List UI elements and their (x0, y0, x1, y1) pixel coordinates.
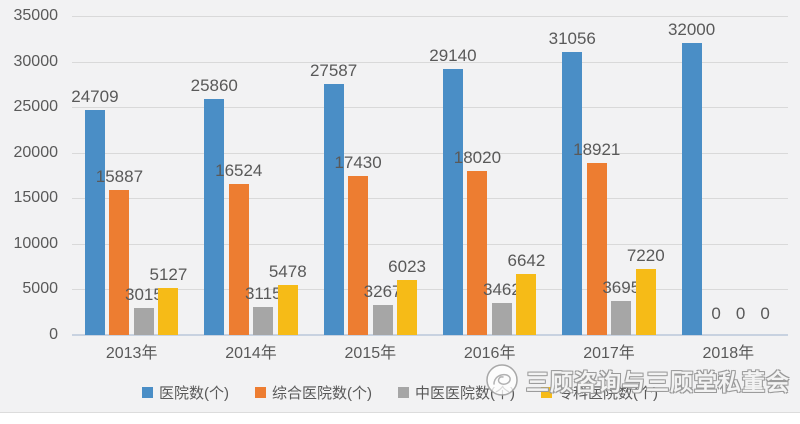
bar (491, 303, 512, 335)
bar-value-label: 27587 (309, 60, 358, 80)
bar-value-label: 3015 (124, 284, 163, 304)
bar-value-label: 3267 (363, 282, 402, 302)
bar-value-label: 6023 (388, 257, 426, 277)
legend-item: 专科医院数(个) (541, 382, 658, 403)
bar (109, 190, 130, 335)
bar (348, 176, 369, 335)
bar (397, 280, 418, 335)
bar-value-label: 16524 (215, 161, 263, 181)
x-category-label: 2016年 (463, 345, 516, 362)
bar (611, 301, 632, 335)
gridline (72, 61, 788, 63)
x-category-label: 2014年 (225, 345, 277, 362)
y-tick-label: 10000 (13, 234, 59, 252)
bar-value-label: 3115 (244, 283, 282, 303)
bar (516, 274, 537, 335)
bar-value-label: 0 (735, 304, 746, 323)
bar-value-label: 6642 (507, 251, 546, 271)
y-tick-label: 5000 (22, 280, 58, 298)
x-category-label: 2018年 (702, 345, 755, 362)
y-tick-label: 25000 (13, 98, 59, 116)
gridline (72, 243, 788, 245)
bar-value-label: 29140 (429, 46, 477, 66)
bar-value-label: 31056 (548, 28, 596, 48)
gridline (72, 152, 788, 154)
gridline (72, 16, 788, 17)
bar (467, 170, 488, 335)
bar (635, 269, 656, 335)
gridline (72, 107, 788, 109)
bar-value-label: 32000 (667, 20, 716, 40)
legend-label: 综合医院数(个) (272, 385, 372, 402)
y-tick-label: 35000 (13, 7, 59, 24)
bar-value-label: 3462 (482, 280, 521, 300)
y-tick-label: 20000 (13, 143, 59, 161)
bar (277, 285, 298, 335)
bar-value-label: 18921 (573, 139, 621, 159)
bar (253, 306, 274, 335)
y-tick-label: 30000 (13, 52, 59, 70)
y-tick-label: 15000 (13, 189, 59, 207)
watermark: 三顾咨询与三顾堂私董会 (484, 362, 790, 398)
legend-label: 专科医院数(个) (558, 385, 658, 402)
bar (442, 69, 463, 335)
bar-value-label: 3695 (602, 278, 641, 298)
bar-value-label: 17430 (334, 153, 382, 173)
x-category-label: 2013年 (105, 345, 158, 362)
x-axis-line (72, 334, 788, 336)
legend-swatch (541, 387, 552, 398)
legend-swatch (398, 387, 409, 398)
bar (133, 307, 154, 335)
watermark-text: 三顾咨询与三顾堂私董会 (526, 369, 790, 395)
bar-value-label: 5478 (268, 262, 307, 282)
legend-label: 医院数(个) (159, 385, 229, 402)
bar-value-label: 15887 (95, 167, 144, 187)
legend-item: 综合医院数(个) (255, 382, 372, 403)
bar (228, 184, 249, 335)
bar (158, 288, 179, 335)
bar (681, 43, 702, 335)
gridline (72, 198, 788, 200)
bar (372, 305, 393, 335)
legend-swatch (255, 387, 266, 398)
bar-value-label: 0 (760, 304, 770, 323)
legend-swatch (142, 387, 153, 398)
bar-value-label: 24709 (71, 86, 119, 106)
bar (562, 51, 583, 335)
gridline (72, 289, 788, 291)
x-category-label: 2017年 (583, 345, 635, 362)
bar-value-label: 18020 (453, 147, 502, 167)
bar-value-label: 0 (711, 304, 721, 323)
swirl-circle-logo-icon (486, 364, 518, 396)
x-category-label: 2015年 (344, 345, 397, 362)
legend-item: 医院数(个) (142, 382, 229, 403)
bar-value-label: 7220 (626, 246, 665, 266)
bottom-divider (0, 412, 800, 424)
y-tick-label: 0 (49, 326, 58, 343)
bar-value-label: 25860 (190, 76, 238, 96)
bar (586, 162, 607, 335)
bar (204, 99, 225, 335)
bar (323, 83, 344, 335)
bar-value-label: 5127 (149, 265, 188, 285)
bar (84, 109, 105, 335)
